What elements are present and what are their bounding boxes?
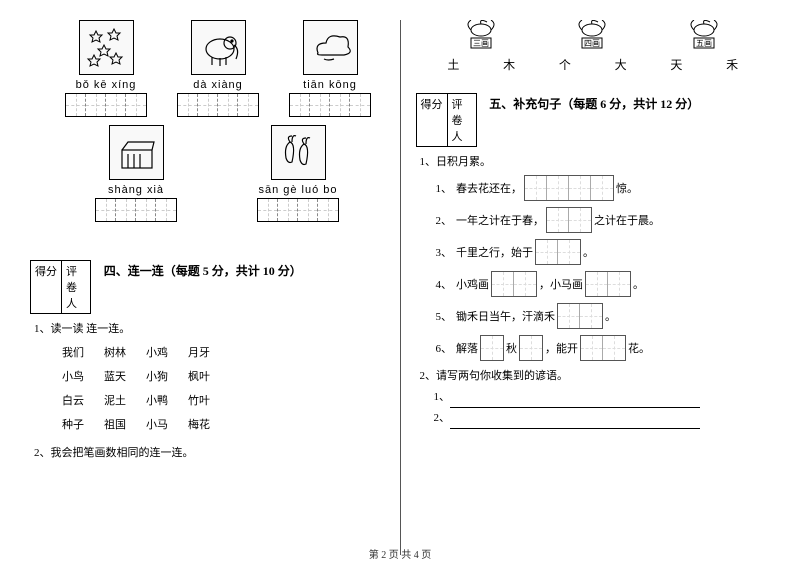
item-number: 5、 xyxy=(436,308,453,324)
page-footer: 第 2 页 共 4 页 xyxy=(0,546,800,561)
answer-boxes xyxy=(535,239,581,265)
fill-blanks: 1、春去花还在，惊。 2、一年之计在于春，之计在于晨。 3、千里之行，始于。 4、小鸡… xyxy=(416,175,771,361)
right-column: 三画 四画 五画 土 木 个 大 天 禾 得分 评卷人 五、补充句子（每题 6 … xyxy=(400,20,771,555)
pinyin-label: tiān kōng xyxy=(303,79,357,91)
writing-grid xyxy=(65,93,147,117)
answer-boxes xyxy=(480,335,504,361)
item-number: 2、 xyxy=(436,212,453,228)
pic-item: tiān kōng xyxy=(289,20,371,117)
answer-boxes xyxy=(585,271,631,297)
flower-icon: 五画 xyxy=(677,20,732,50)
score-label: 得分 xyxy=(417,94,448,146)
sub-instruction: 1、读一读 连一连。 xyxy=(34,320,385,336)
item-number: 1、 xyxy=(436,180,453,196)
table-row: 白云泥土小鸭竹叶 xyxy=(62,390,228,412)
score-box: 得分 评卷人 xyxy=(30,260,91,314)
match-table: 我们树林小鸡月牙 小鸟蓝天小狗枫叶 白云泥土小鸭竹叶 种子祖国小马梅花 xyxy=(60,340,230,438)
answer-boxes xyxy=(519,335,543,361)
answer-boxes xyxy=(524,175,614,201)
carrot-icon xyxy=(271,125,326,180)
score-label: 得分 xyxy=(31,261,62,313)
blank-line: 1、 xyxy=(434,387,771,408)
fill-line: 4、小鸡画，小马画。 xyxy=(436,271,771,297)
stroke-icons: 三画 四画 五画 xyxy=(426,20,761,50)
svg-text:五画: 五画 xyxy=(696,39,712,48)
char-row: 土 木 个 大 天 禾 xyxy=(426,56,761,73)
stars-icon xyxy=(79,20,134,75)
fill-line: 1、春去花还在，惊。 xyxy=(436,175,771,201)
sub-instruction: 2、请写两句你收集到的谚语。 xyxy=(420,367,771,383)
answer-boxes xyxy=(557,303,603,329)
score-box: 得分 评卷人 xyxy=(416,93,477,147)
blank-line: 2、 xyxy=(434,408,771,429)
fill-line: 2、一年之计在于春，之计在于晨。 xyxy=(436,207,771,233)
books-icon xyxy=(109,125,164,180)
item-number: 4、 xyxy=(436,276,453,292)
sub-instruction: 1、日积月累。 xyxy=(420,153,771,169)
elephant-icon xyxy=(191,20,246,75)
left-column: bǒ kē xíng dà xiàng xyxy=(30,20,400,555)
char: 个 xyxy=(559,56,571,73)
writing-grid xyxy=(177,93,259,117)
fill-line: 5、锄禾日当午，汗滴禾。 xyxy=(436,303,771,329)
grader-label: 评卷人 xyxy=(62,261,90,313)
section-5-header: 得分 评卷人 五、补充句子（每题 6 分，共计 12 分） xyxy=(416,83,771,147)
char: 土 xyxy=(447,56,459,73)
pic-item: shàng xià xyxy=(95,125,177,222)
writing-grid xyxy=(95,198,177,222)
pic-item: sān gè luó bo xyxy=(257,125,339,222)
answer-boxes xyxy=(546,207,592,233)
item-number: 3、 xyxy=(436,244,453,260)
char: 禾 xyxy=(726,56,738,73)
table-row: 小鸟蓝天小狗枫叶 xyxy=(62,366,228,388)
item-number: 6、 xyxy=(436,340,453,356)
pinyin-label: shàng xià xyxy=(108,184,164,196)
writing-grid xyxy=(257,198,339,222)
pic-item: bǒ kē xíng xyxy=(65,20,147,117)
picture-row-1: bǒ kē xíng dà xiàng xyxy=(65,20,385,117)
answer-boxes xyxy=(580,335,626,361)
svg-text:三画: 三画 xyxy=(473,39,489,48)
answer-boxes xyxy=(491,271,537,297)
svg-text:四画: 四画 xyxy=(584,39,600,48)
pinyin-label: sān gè luó bo xyxy=(258,184,337,196)
char: 天 xyxy=(670,56,682,73)
grader-label: 评卷人 xyxy=(448,94,476,146)
flower-icon: 四画 xyxy=(565,20,620,50)
table-row: 种子祖国小马梅花 xyxy=(62,414,228,436)
char: 大 xyxy=(615,56,627,73)
writing-grid xyxy=(289,93,371,117)
pinyin-label: bǒ kē xíng xyxy=(76,79,137,91)
flower-icon: 三画 xyxy=(454,20,509,50)
sub-instruction: 2、我会把笔画数相同的连一连。 xyxy=(34,444,385,460)
picture-row-2: shàng xià sān gè luó bo xyxy=(95,125,385,222)
section-4-header: 得分 评卷人 四、连一连（每题 5 分，共计 10 分） xyxy=(30,250,385,314)
section-4-title: 四、连一连（每题 5 分，共计 10 分） xyxy=(104,262,302,279)
cloud-icon xyxy=(303,20,358,75)
fill-line: 6、解落秋，能开花。 xyxy=(436,335,771,361)
pic-item: dà xiàng xyxy=(177,20,259,117)
pinyin-label: dà xiàng xyxy=(193,79,243,91)
section-5-title: 五、补充句子（每题 6 分，共计 12 分） xyxy=(489,95,699,112)
table-row: 我们树林小鸡月牙 xyxy=(62,342,228,364)
fill-line: 3、千里之行，始于。 xyxy=(436,239,771,265)
char: 木 xyxy=(503,56,515,73)
